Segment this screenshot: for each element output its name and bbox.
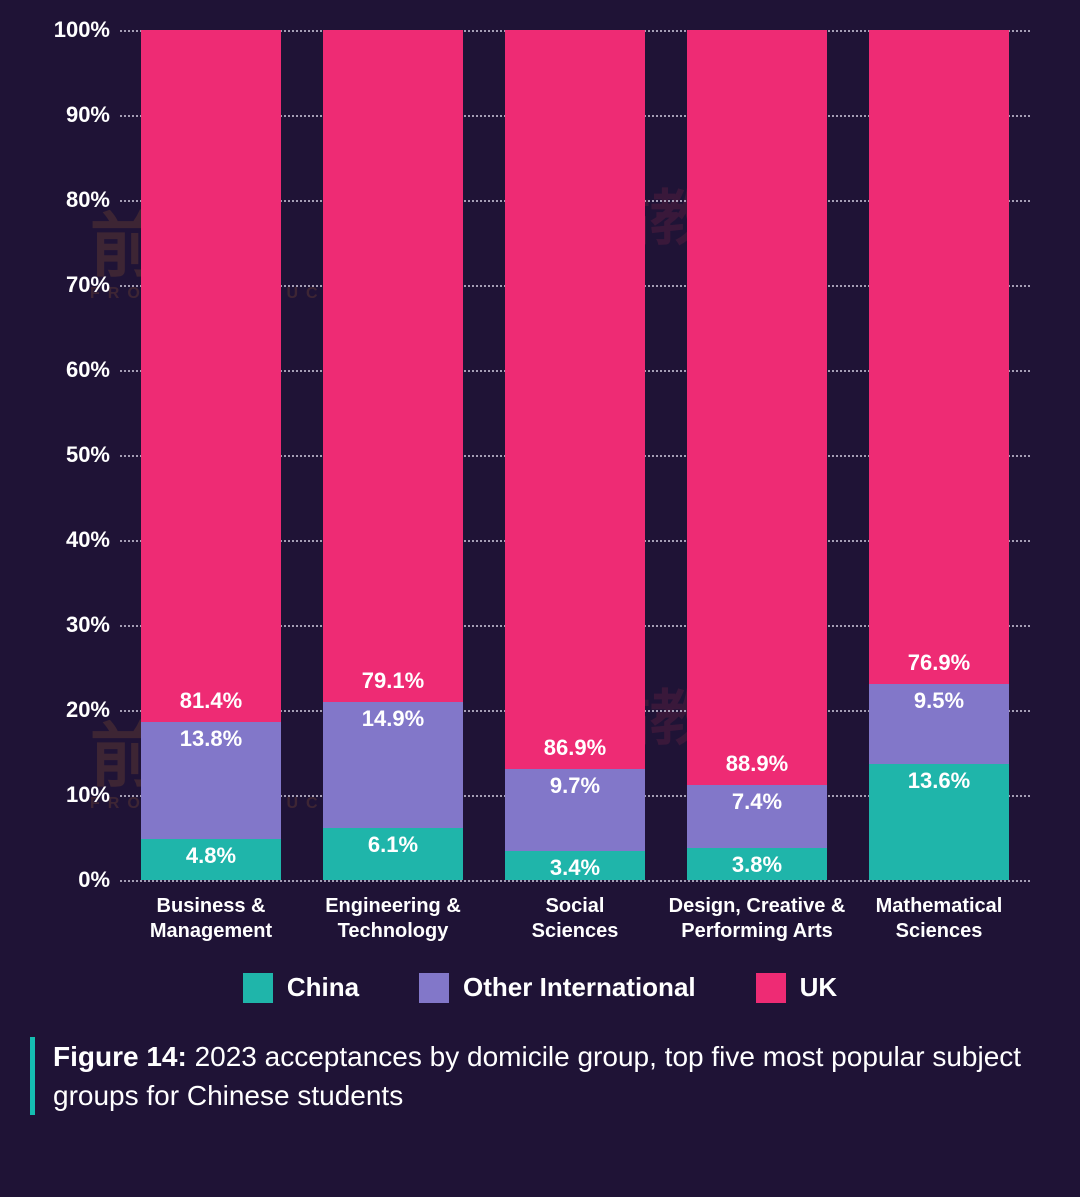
y-tick-label: 100% [40,17,110,43]
segment-value-label: 7.4% [732,789,782,815]
figure-caption: Figure 14: 2023 acceptances by domicile … [30,1037,1050,1115]
bar-segment-other: 14.9% [323,702,463,829]
segment-value-label: 3.4% [550,855,600,881]
legend-label: China [287,972,359,1003]
bar-segment-china: 6.1% [323,828,463,880]
bar-segment-other: 13.8% [141,722,281,839]
plot-region: 4.8%13.8%81.4%Business &Management6.1%14… [120,30,1030,880]
bar-slot: 4.8%13.8%81.4%Business &Management [120,30,302,880]
legend-item-uk: UK [756,972,838,1003]
bar-segment-uk: 88.9% [687,30,827,785]
y-tick-label: 40% [40,527,110,553]
legend-label: Other International [463,972,696,1003]
y-tick-label: 50% [40,442,110,468]
bar-segment-uk: 79.1% [323,30,463,702]
bar-segment-uk: 76.9% [869,30,1009,684]
segment-value-label: 13.6% [908,768,970,794]
stacked-bar: 13.6% 9.5% 76.9% [869,30,1009,880]
bar-slot: 3.8%7.4%88.9%Design, Creative &Performin… [666,30,848,880]
bar-segment-other: 7.4% [687,785,827,848]
stacked-bar: 3.4% 9.7% 86.9% [505,30,645,880]
bar-segment-other: 9.7% [505,769,645,851]
stacked-bar: 4.8% 13.8% 81.4% [141,30,281,880]
segment-value-label: 79.1% [362,668,424,694]
legend-item-other: Other International [419,972,696,1003]
segment-value-label: 4.8% [186,843,236,869]
caption-prefix: Figure 14: [53,1041,187,1072]
bar-slot: 6.1%14.9%79.1%Engineering &Technology [302,30,484,880]
legend-swatch [243,973,273,1003]
segment-value-label: 3.8% [732,852,782,878]
x-category-label: Design, Creative &Performing Arts [662,894,852,944]
bar-segment-uk: 81.4% [141,30,281,722]
y-tick-label: 30% [40,612,110,638]
y-tick-label: 10% [40,782,110,808]
x-category-label: Engineering &Technology [298,894,488,944]
segment-value-label: 81.4% [180,688,242,714]
segment-value-label: 86.9% [544,735,606,761]
bars-container: 4.8%13.8%81.4%Business &Management6.1%14… [120,30,1030,880]
x-category-label: Business &Management [116,894,306,944]
bar-segment-uk: 86.9% [505,30,645,769]
y-tick-label: 90% [40,102,110,128]
caption-text: 2023 acceptances by domicile group, top … [53,1041,1021,1111]
legend: China Other International UK [30,972,1050,1003]
segment-value-label: 14.9% [362,706,424,732]
segment-value-label: 88.9% [726,751,788,777]
y-tick-label: 60% [40,357,110,383]
legend-item-china: China [243,972,359,1003]
legend-swatch [419,973,449,1003]
x-category-label: SocialSciences [480,894,670,944]
bar-slot: 13.6%9.5%76.9%MathematicalSciences [848,30,1030,880]
y-tick-label: 0% [40,867,110,893]
segment-value-label: 76.9% [908,650,970,676]
y-tick-label: 20% [40,697,110,723]
y-tick-label: 70% [40,272,110,298]
segment-value-label: 9.7% [550,773,600,799]
bar-segment-china: 3.8% [687,848,827,880]
segment-value-label: 13.8% [180,726,242,752]
bar-segment-china: 13.6% [869,764,1009,880]
y-tick-label: 80% [40,187,110,213]
bar-segment-other: 9.5% [869,684,1009,765]
segment-value-label: 9.5% [914,688,964,714]
stacked-bar: 3.8% 7.4% 88.9% [687,30,827,880]
bar-segment-china: 3.4% [505,851,645,880]
chart-page: 前站 FRONTIER EDUCATION 前站 FRONTIER EDUCAT… [0,0,1080,1197]
x-category-label: MathematicalSciences [844,894,1034,944]
legend-label: UK [800,972,838,1003]
stacked-bar: 6.1% 14.9% 79.1% [323,30,463,880]
chart-area: 前站 FRONTIER EDUCATION 前站 FRONTIER EDUCAT… [30,20,1050,950]
legend-swatch [756,973,786,1003]
bar-slot: 3.4%9.7%86.9%SocialSciences [484,30,666,880]
bar-segment-china: 4.8% [141,839,281,880]
segment-value-label: 6.1% [368,832,418,858]
